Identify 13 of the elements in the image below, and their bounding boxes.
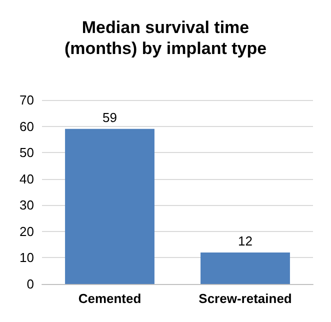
y-tick-label: 50	[20, 145, 34, 160]
y-tick-label: 30	[20, 198, 34, 213]
y-tick-label: 20	[20, 224, 34, 239]
y-tick-label: 10	[20, 250, 34, 266]
y-tick-label: 0	[26, 276, 34, 292]
data-label: 12	[238, 233, 252, 248]
y-tick-label: 40	[20, 171, 34, 186]
data-label: 59	[102, 110, 117, 125]
x-tick-label: Cemented	[78, 291, 142, 306]
x-tick-label: Screw-retained	[198, 291, 292, 306]
chart-title: Median survival time (months) by implant type	[64, 18, 267, 58]
y-tick-label: 70	[20, 92, 34, 108]
y-tick-label: 60	[20, 118, 34, 134]
